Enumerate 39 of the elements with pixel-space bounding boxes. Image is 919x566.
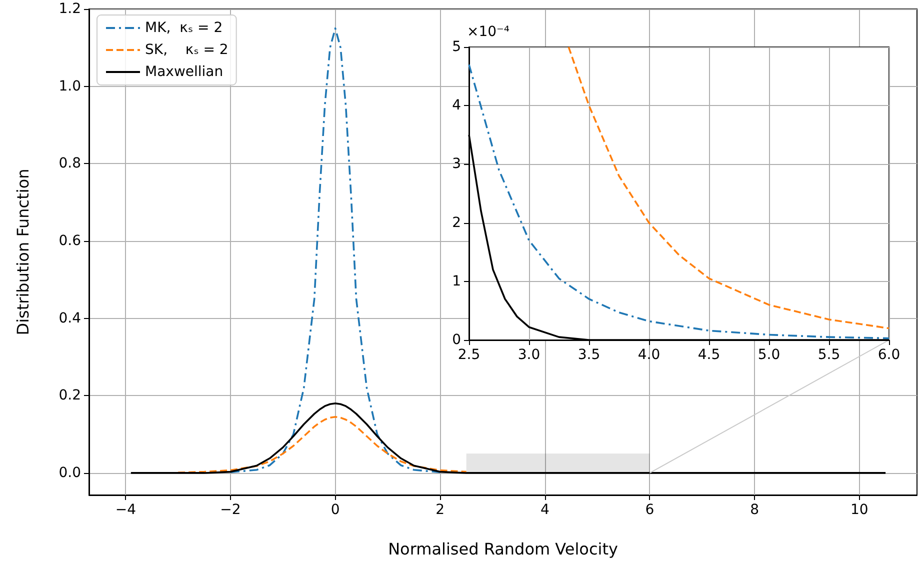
- y-tick-label: 2: [452, 214, 461, 231]
- x-tick-label: 5.5: [818, 347, 840, 363]
- y-tick-label: 1.2: [58, 1, 81, 17]
- y-tick-label: 0.0: [58, 464, 81, 481]
- x-tick-label: 4.0: [638, 347, 660, 363]
- line-series: [230, 27, 442, 474]
- y-tick-label: 0.6: [58, 232, 82, 249]
- legend-label: MK, κₛ = 2: [145, 20, 223, 36]
- line-series: [177, 416, 468, 474]
- legend-label: SK, κₛ = 2: [145, 42, 228, 58]
- x-tick-label: 4.5: [698, 347, 720, 363]
- x-tick-label: 6: [645, 502, 654, 518]
- y-tick-label: 1: [452, 273, 461, 290]
- x-tick-label: −4: [115, 502, 136, 518]
- x-tick-label: 8: [750, 502, 760, 518]
- y-tick-label: 0.8: [58, 156, 81, 172]
- x-tick-label: 5.0: [758, 347, 780, 363]
- x-tick-label: 2: [436, 502, 445, 518]
- y-tick-label: 0.2: [58, 388, 81, 404]
- line-series: [568, 46, 890, 330]
- x-tick-label: 10: [850, 502, 868, 518]
- legend-label: Maxwellian: [145, 64, 224, 80]
- x-tick-label: 3.5: [578, 347, 600, 363]
- y-tick-label: 0: [452, 332, 461, 348]
- x-tick-label: 3.0: [518, 347, 540, 363]
- y-tick-label: 4: [452, 98, 462, 114]
- x-tick-label: 6.0: [878, 347, 900, 363]
- y-axis-title: Distribution Function: [14, 168, 32, 336]
- x-axis-title: Normalised Random Velocity: [388, 540, 618, 558]
- line-series: [130, 402, 886, 474]
- x-tick-label: 2.5: [458, 347, 480, 363]
- x-tick-label: −2: [220, 502, 241, 518]
- x-tick-label: 4: [540, 502, 550, 518]
- annotation: ×10⁻⁴: [467, 24, 510, 40]
- y-tick-label: 3: [452, 156, 461, 172]
- y-tick-label: 5: [452, 39, 461, 55]
- y-tick-label: 1.0: [58, 78, 81, 94]
- x-tick-label: 0: [330, 502, 340, 518]
- y-tick-label: 0.4: [58, 310, 82, 326]
